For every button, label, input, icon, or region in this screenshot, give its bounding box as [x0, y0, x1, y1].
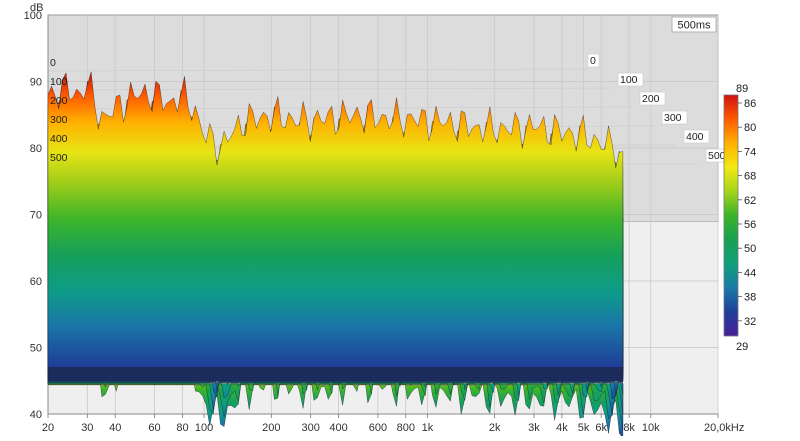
colorbar-min-label: 29	[736, 341, 748, 353]
grid-line-time	[47, 87, 611, 91]
colorbar-tick-label: 32	[744, 316, 756, 328]
y-tick-label: 80	[30, 143, 42, 155]
x-tick-label: 3k	[528, 422, 540, 434]
colorbar-tick-label: 68	[744, 171, 756, 183]
x-tick-label: 20	[42, 422, 54, 434]
time-tick-label-left: 100	[50, 76, 68, 88]
time-tick-label: 200	[642, 93, 660, 105]
time-badge: 500ms	[671, 16, 717, 33]
colorbar-tick-label: 86	[744, 98, 756, 110]
time-tick-box	[683, 129, 710, 144]
x-axis-ticks: 20 30 40 60 80 100 200 300 400 600 800 1k 2k 3k 4k 5k 6k…	[42, 414, 744, 434]
colorbar-ticks: 86 80 74 68 62 56 50 44 38 32	[738, 98, 756, 328]
grid-line-time	[47, 68, 589, 72]
y-unit-label: dB	[30, 2, 43, 14]
x-tick-label: 600	[369, 422, 387, 434]
x-tick-label: 200	[262, 422, 280, 434]
y-tick-label: 90	[30, 77, 42, 89]
time-tick-box	[587, 53, 600, 68]
time-tick-label-left: 0	[50, 57, 56, 69]
time-tick-box	[639, 91, 666, 106]
colorbar-tick-label: 74	[744, 146, 756, 158]
time-tick-label: 0	[590, 55, 596, 67]
y-tick-label: 100	[24, 10, 42, 22]
x-tick-label: 10k	[642, 422, 660, 434]
x-tick-label: 2k	[489, 422, 501, 434]
x-tick-label: 8k	[623, 422, 635, 434]
x-tick-label: 20,0kHz	[704, 422, 744, 434]
y-tick-label: 40	[30, 409, 42, 421]
x-tick-label: 400	[329, 422, 347, 434]
colorbar-tick-label: 50	[744, 243, 756, 255]
time-tick-label-left: 500	[50, 152, 68, 164]
colorbar-tick-label: 56	[744, 219, 756, 231]
time-tick-label-left: 300	[50, 114, 68, 126]
colorbar-gradient	[723, 94, 739, 337]
colorbar-max-label: 89	[736, 83, 748, 95]
x-tick-label: 800	[397, 422, 415, 434]
y-tick-label: 60	[30, 276, 42, 288]
y-tick-label: 50	[30, 343, 42, 355]
time-tick-label: 100	[620, 74, 638, 86]
colorbar-tick-label: 62	[744, 195, 756, 207]
x-tick-label: 300	[301, 422, 319, 434]
time-tick-label: 500	[708, 150, 726, 162]
time-tick-box	[617, 72, 644, 87]
x-tick-label: 40	[109, 422, 121, 434]
time-tick-box	[661, 110, 688, 125]
time-tick-label: 300	[664, 112, 682, 124]
time-tick-label-left: 200	[50, 95, 68, 107]
time-ticks-left: 0 100 200 300 400 500	[50, 57, 68, 164]
colorbar: 89 29 86 80 74 68 62 56 50 44 38 32	[723, 83, 756, 353]
x-tick-label: 5k	[578, 422, 590, 434]
y-tick-label: 70	[30, 210, 42, 222]
y-axis-ticks: 100 90 80 70 60 50 40	[24, 10, 42, 421]
colorbar-tick-label: 38	[744, 292, 756, 304]
x-tick-label: 60	[148, 422, 160, 434]
time-tick-label: 400	[686, 131, 704, 143]
x-tick-label: 100	[195, 422, 213, 434]
surface-slice	[47, 71, 624, 368]
x-tick-label: 6k	[595, 422, 607, 434]
colorbar-tick-label: 80	[744, 122, 756, 134]
colorbar-tick-label: 44	[744, 267, 756, 279]
waterfall-surface	[47, 71, 624, 439]
x-tick-label: 4k	[556, 422, 568, 434]
svg-text:500ms: 500ms	[677, 20, 711, 32]
x-tick-label: 80	[176, 422, 188, 434]
x-tick-label: 30	[81, 422, 93, 434]
x-tick-label: 1k	[422, 422, 434, 434]
time-tick-label-left: 400	[50, 133, 68, 145]
